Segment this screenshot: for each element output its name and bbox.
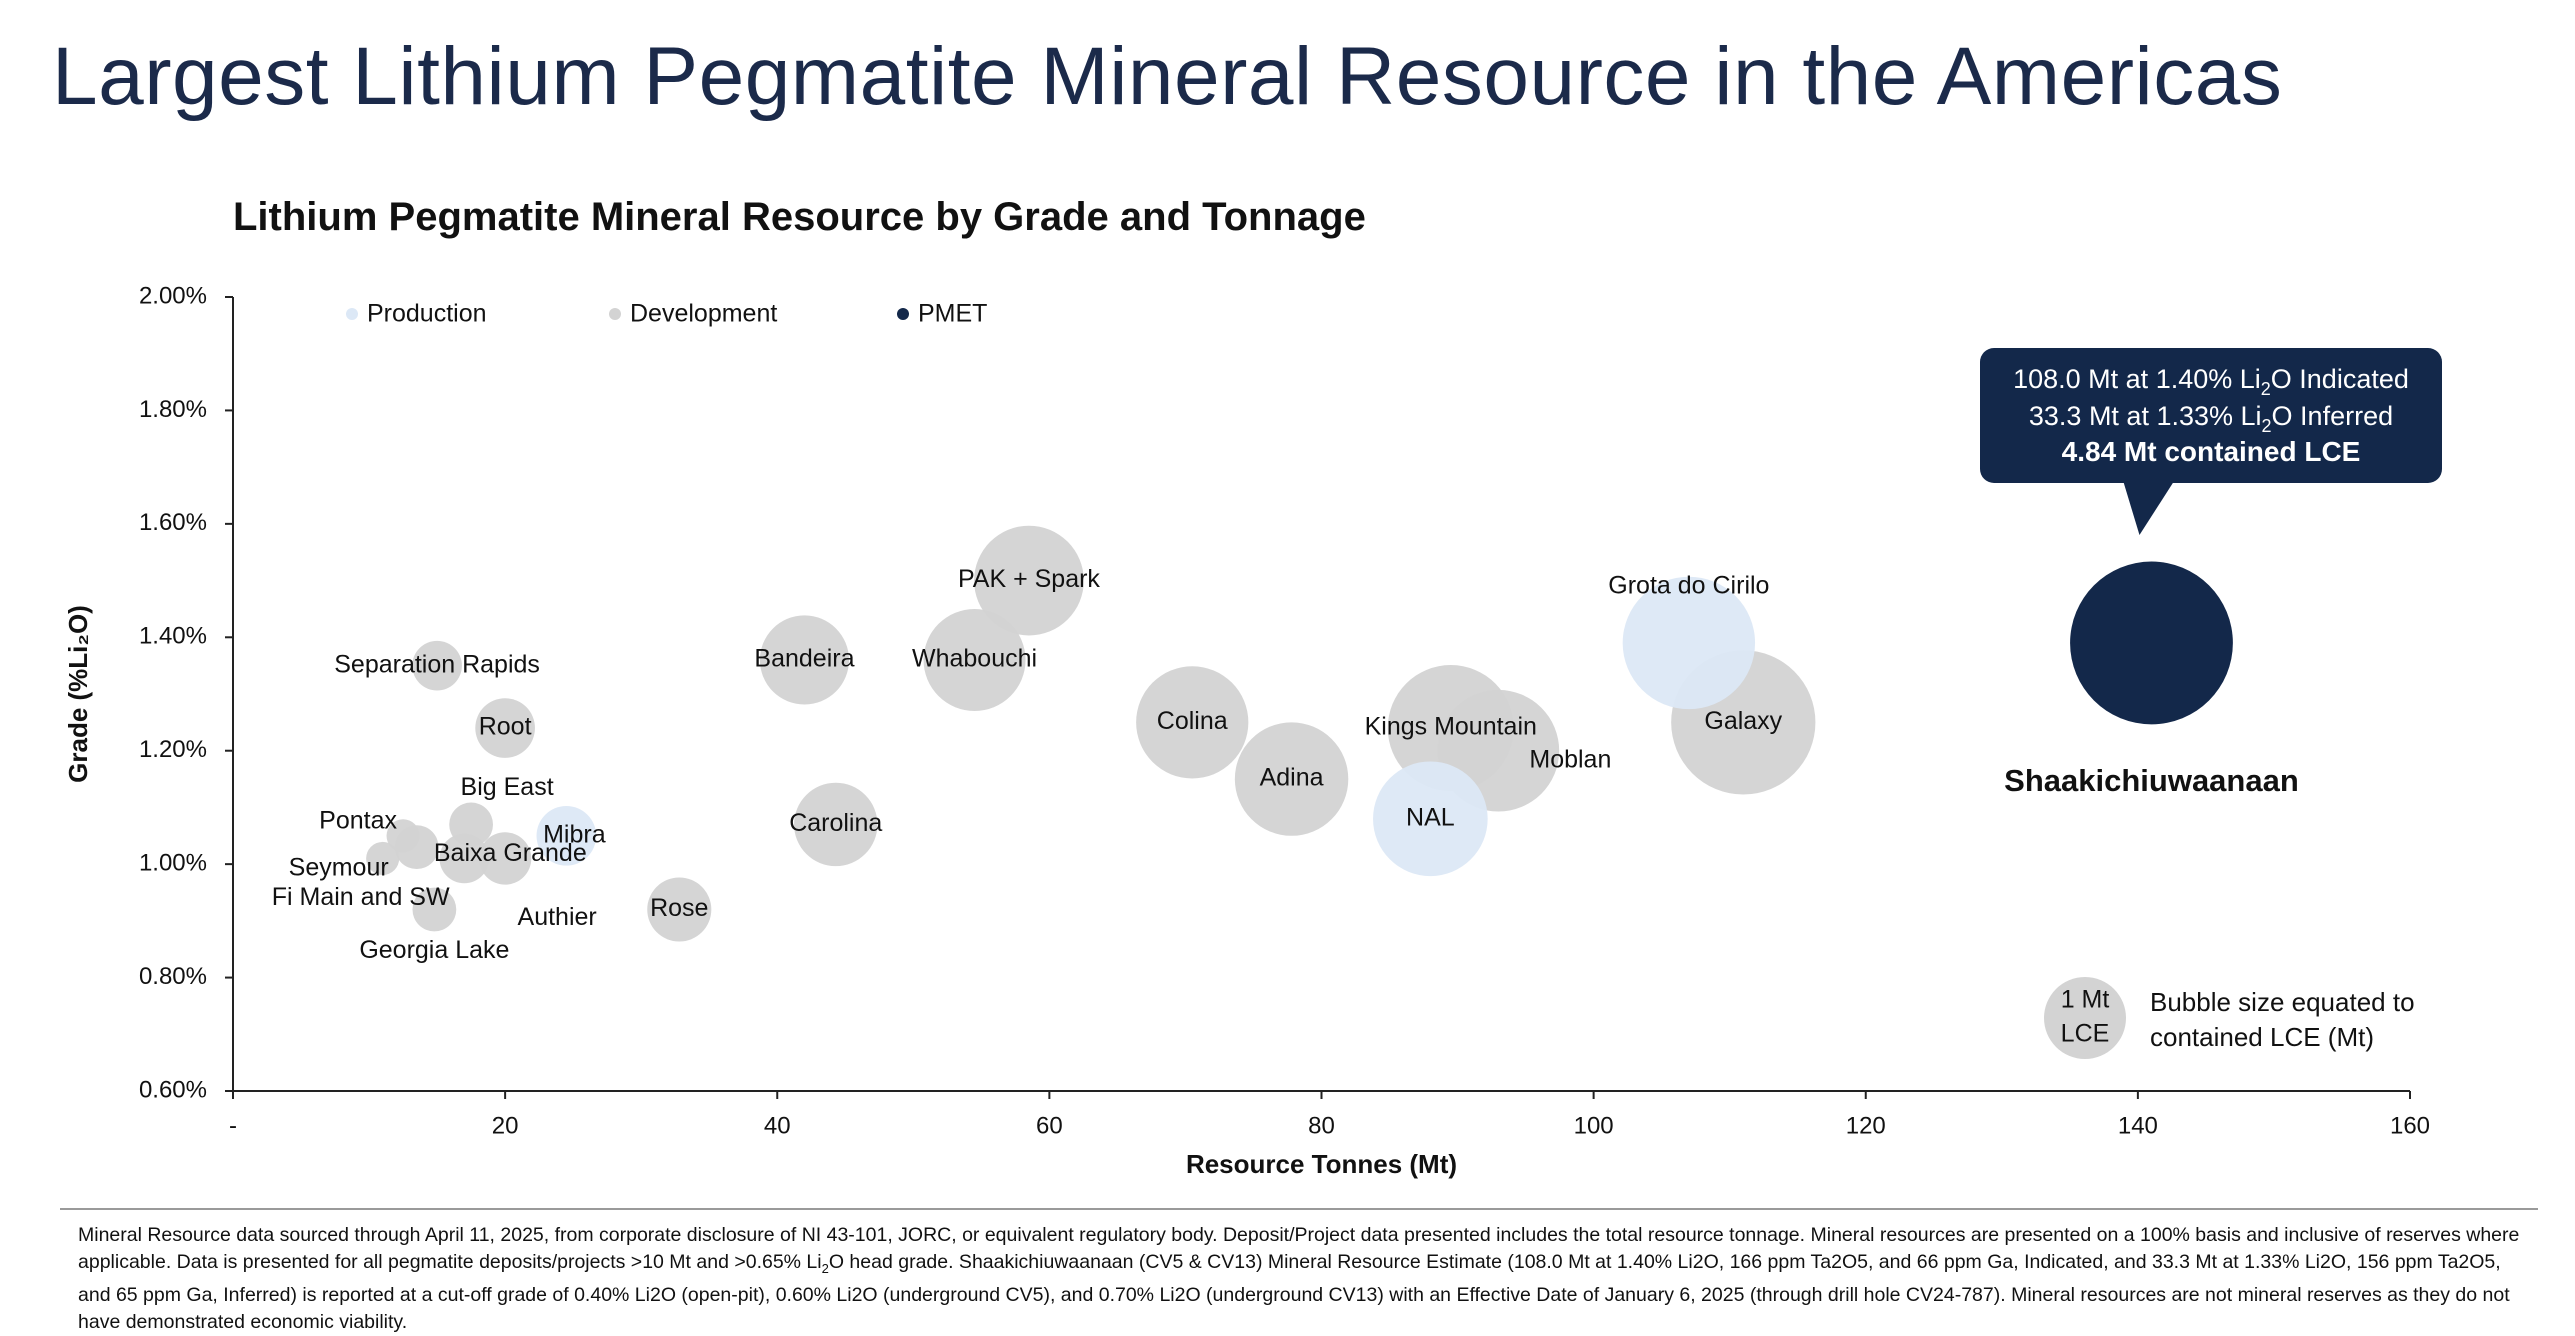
callout-line-3: 4.84 Mt contained LCE <box>2062 436 2361 467</box>
bubble-label: Fi Main and SW <box>272 883 450 911</box>
page-title: Largest Lithium Pegmatite Mineral Resour… <box>52 31 2283 122</box>
bubble <box>2070 561 2233 725</box>
x-tick-label: 20 <box>492 1112 519 1139</box>
bubble-label: Shaakichiuwaanaan <box>2004 763 2299 798</box>
bubble-label: Grota do Cirilo <box>1608 572 1769 600</box>
bubble <box>449 802 493 847</box>
bubble-label: Galaxy <box>1704 707 1782 735</box>
size-key-text-line-2: contained LCE (Mt) <box>2150 1022 2374 1052</box>
size-key-bubble-line-2: LCE <box>2061 1020 2110 1048</box>
footnote: Mineral Resource data sourced through Ap… <box>78 1222 2538 1336</box>
bubble-label: Big East <box>461 773 554 801</box>
y-axis-title: Grade (%Li₂O) <box>63 605 93 783</box>
y-tick-label: 1.80% <box>139 396 207 423</box>
legend-label: PMET <box>918 300 987 328</box>
bubble <box>412 640 462 691</box>
bubble-label: Rose <box>650 894 708 922</box>
bubble-label: Moblan <box>1529 745 1611 773</box>
x-tick-label: 60 <box>1036 1112 1063 1139</box>
bubble <box>1622 576 1756 710</box>
x-tick-label: 140 <box>2118 1112 2158 1139</box>
bubble <box>1373 761 1488 877</box>
bubble <box>478 832 532 885</box>
bubble <box>439 833 490 884</box>
x-tick-label: 80 <box>1308 1112 1335 1139</box>
bubble-label: Georgia Lake <box>359 936 509 964</box>
footnote-sub: 2 <box>821 1260 829 1276</box>
bubble <box>412 887 457 932</box>
y-tick-label: 1.40% <box>139 623 207 650</box>
callout-line-1: 108.0 Mt at 1.40% Li2O Indicated <box>2013 364 2409 399</box>
y-tick-label: 1.00% <box>139 849 207 876</box>
bubble-chart: 0.60% 0.80% 1.00% 1.20% 1.40% 1.60% 1.80% 2.00%… <box>63 282 2442 1179</box>
x-tick-label: - <box>229 1112 237 1139</box>
bubble-label: Authier <box>518 903 597 931</box>
bubble-label: Carolina <box>789 809 882 837</box>
bubble-label: Bandeira <box>754 645 854 673</box>
y-tick-label: 2.00% <box>139 282 207 309</box>
x-tick-label: 160 <box>2390 1112 2430 1139</box>
y-tick-label: 1.20% <box>139 736 207 763</box>
size-key-bubble <box>2044 977 2126 1059</box>
bubble-label: Whabouchi <box>912 645 1037 673</box>
legend-marker <box>346 308 358 320</box>
bubble <box>794 782 878 867</box>
bubble-label: Root <box>479 713 532 741</box>
bubble-label: Pontax <box>319 806 397 834</box>
footnote-part1: Mineral Resource data sourced through Ap… <box>78 1224 2520 1273</box>
x-axis-title: Resource Tonnes (Mt) <box>1186 1149 1457 1179</box>
bubble-label: Kings Mountain <box>1365 713 1537 741</box>
callout-pointer <box>2123 482 2174 535</box>
bubble-label: PAK + Spark <box>958 565 1100 593</box>
footnote-part2: O head grade. Shaakichiuwaanaan (CV5 & C… <box>78 1251 2510 1333</box>
legend-marker <box>897 308 909 320</box>
bubble-label: Separation Rapids <box>334 650 540 678</box>
bubble <box>1234 722 1349 836</box>
footer-divider <box>60 1208 2538 1210</box>
x-tick-label: 40 <box>764 1112 791 1139</box>
legend-label: Production <box>367 300 487 328</box>
legend-label: Development <box>630 300 777 328</box>
bubble-label: Colina <box>1157 707 1228 735</box>
x-tick-label: 120 <box>1846 1112 1886 1139</box>
bubble-label: Adina <box>1260 764 1324 792</box>
bubble <box>1136 666 1249 779</box>
bubble <box>759 615 850 705</box>
bubble-label: Mibra <box>543 820 606 848</box>
bubble <box>366 841 400 876</box>
callout-box <box>1980 348 2442 483</box>
chart-title: Lithium Pegmatite Mineral Resource by Gr… <box>233 195 1366 239</box>
bubble <box>647 877 712 942</box>
size-key-bubble-line-1: 1 Mt <box>2061 986 2110 1014</box>
bubble <box>536 805 597 866</box>
bubble <box>475 698 535 758</box>
legend-marker <box>609 308 621 320</box>
bubble <box>974 525 1084 636</box>
y-tick-label: 0.80% <box>139 963 207 990</box>
bubble-label: NAL <box>1406 803 1455 831</box>
size-key-text-line-1: Bubble size equated to <box>2150 987 2415 1017</box>
x-tick-label: 100 <box>1574 1112 1614 1139</box>
bubble-label: Seymour <box>289 854 389 882</box>
callout-line-2: 33.3 Mt at 1.33% Li2O Inferred <box>2029 401 2393 436</box>
bubble <box>923 608 1026 711</box>
bubble <box>386 819 420 853</box>
bubble-label: Baixa Grande <box>434 839 587 867</box>
y-tick-label: 1.60% <box>139 509 207 536</box>
y-tick-label: 0.60% <box>139 1076 207 1103</box>
